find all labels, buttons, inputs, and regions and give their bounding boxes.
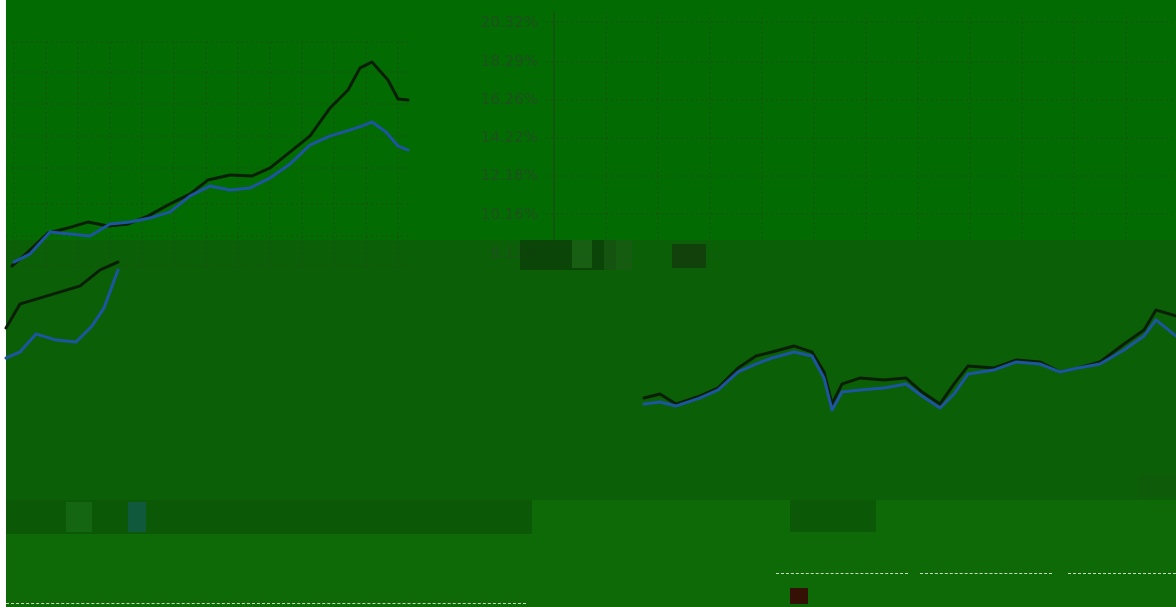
y-tick-label: 20.32% [481,13,538,31]
y-tick-label: 18.29% [481,52,538,70]
left-chart-grid [6,41,410,268]
left-lower-blue-line [4,268,120,360]
y-tick-label: 12.18% [481,166,538,184]
right-chart-lines [642,308,1176,412]
right-chart-y-axis: 20.32%18.29%16.26%14.22%12.18%10.16%8.13… [481,13,538,262]
left-series-black-line [10,60,410,268]
decorative-glitches [6,240,1176,604]
left-series-blue-line [12,120,410,264]
right-chart-grid [546,12,1176,240]
right-series-blue-line [642,318,1176,412]
middle-chart-panel [6,240,1176,500]
dashed-divider [920,573,1052,575]
left-edge [0,0,6,607]
dashed-divider [1068,573,1176,575]
y-tick-label: 10.16% [481,205,538,223]
left-lower-black-line [4,260,120,330]
y-tick-label: 14.22% [481,128,538,146]
right-series-black-line [642,308,1176,406]
y-tick-label: 16.26% [481,90,538,108]
dashed-divider [6,603,526,605]
left-chart-lines [4,60,410,360]
top-chart-panel [6,0,1176,270]
dashed-divider [776,573,908,575]
